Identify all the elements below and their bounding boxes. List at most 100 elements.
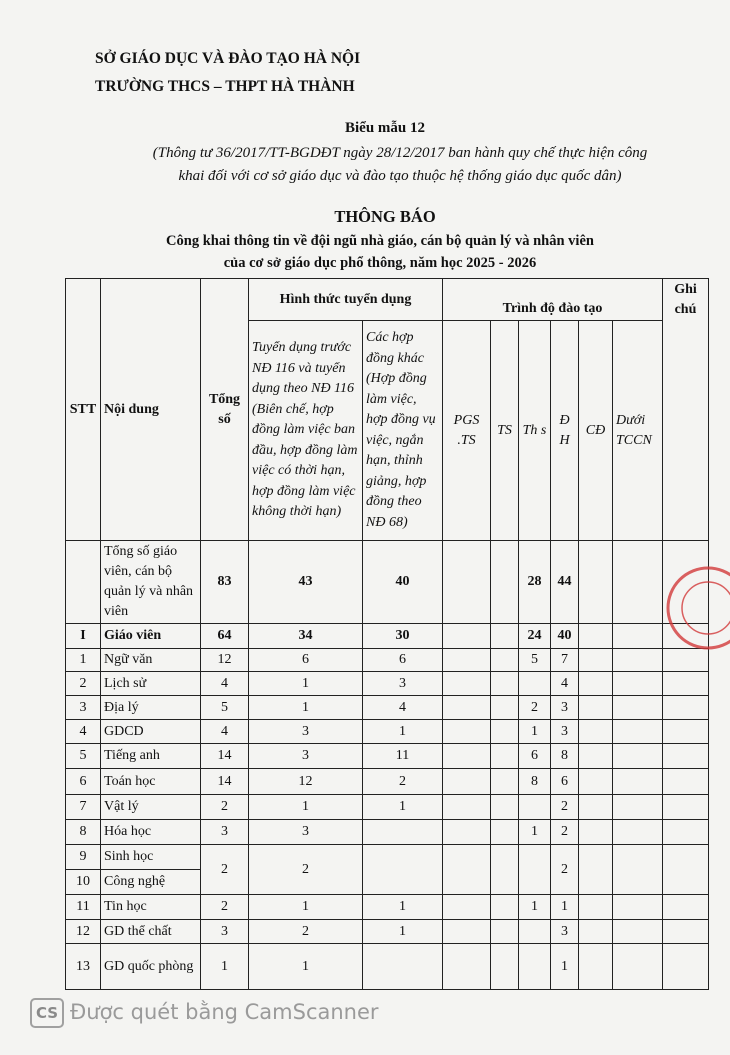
table-cell: 4 (65, 719, 101, 744)
table-cell (612, 743, 663, 769)
table-cell: 8 (518, 768, 551, 795)
header-cell: Trình độ đào tạo (442, 278, 663, 321)
table-cell: 1 (362, 794, 443, 820)
table-cell: Địa lý (100, 695, 201, 720)
table-cell: 11 (65, 894, 101, 920)
table-row: 10 Công nghệ (65, 869, 709, 895)
table-cell: 5 (200, 695, 249, 720)
header-cell: STT (65, 278, 101, 541)
table-cell (578, 648, 613, 672)
table-cell: 64 (200, 623, 249, 649)
table-cell: 3 (550, 919, 579, 944)
table-cell (612, 894, 663, 920)
table-cell (442, 743, 491, 769)
scanner-text: Được quét bằng CamScanner (70, 1000, 379, 1024)
table-cell: 2 (200, 844, 249, 895)
table-cell: 1 (248, 695, 363, 720)
table-cell (578, 794, 613, 820)
table-cell (662, 768, 709, 795)
school: TRƯỜNG THCS – THPT HÀ THÀNH (95, 78, 355, 95)
table-cell: 44 (550, 540, 579, 624)
table-cell: 2 (200, 894, 249, 920)
table-cell: 8 (550, 743, 579, 769)
notice-title: THÔNG BÁO (334, 207, 436, 226)
form-title: Biểu mẫu 12 (344, 120, 425, 136)
table-cell (612, 540, 663, 624)
table-cell: Vật lý (100, 794, 201, 820)
table-cell: Lịch sử (100, 671, 201, 696)
table-cell: 11 (362, 743, 443, 769)
table-cell (442, 919, 491, 944)
table-cell (578, 695, 613, 720)
table-cell: 6 (362, 648, 443, 672)
table-cell: 1 (518, 719, 551, 744)
table-cell: 3 (550, 719, 579, 744)
table-cell: 13 (65, 943, 101, 990)
table-cell (490, 623, 519, 649)
table-cell: 6 (550, 768, 579, 795)
table-cell: 1 (248, 894, 363, 920)
table-cell: Công nghệ (100, 869, 201, 895)
table-cell: 5 (518, 648, 551, 672)
table-cell: 1 (362, 919, 443, 944)
header-cell: Th s (518, 320, 551, 541)
table-cell: 6 (518, 743, 551, 769)
table-cell: 24 (518, 623, 551, 649)
table-cell (612, 719, 663, 744)
table-cell (612, 695, 663, 720)
table-cell (442, 943, 491, 990)
table-cell (662, 894, 709, 920)
form-note: khai đối với cơ sở giáo dục và đào tạo t… (178, 168, 622, 184)
header-cell: Dưới TCCN (612, 320, 663, 541)
table-cell: I (65, 623, 101, 649)
table-cell: 3 (248, 743, 363, 769)
table-cell (490, 671, 519, 696)
table-cell (362, 819, 443, 845)
table-cell: 6 (248, 648, 363, 672)
table-cell: 4 (550, 671, 579, 696)
table-cell (662, 743, 709, 769)
table-cell: Toán học (100, 768, 201, 795)
table-cell: 2 (550, 819, 579, 845)
table-cell (578, 671, 613, 696)
header-cell: PGS .TS (442, 320, 491, 541)
table-cell (442, 844, 491, 895)
form-note: (Thông tư 36/2017/TT-BGDĐT ngày 28/12/20… (152, 145, 648, 161)
table-cell: 1 (248, 943, 363, 990)
table-row: 1 Ngữ văn 12 6 6 5 7 (65, 648, 709, 672)
table-cell (442, 540, 491, 624)
table-row: I Giáo viên 64 34 30 24 40 (65, 623, 709, 649)
table-cell (578, 719, 613, 744)
scanner-logo: CS (30, 998, 64, 1028)
table-cell: 3 (200, 819, 249, 845)
table-cell: 3 (65, 695, 101, 720)
stamp (666, 566, 730, 650)
table-row: 8 Hóa học 3 3 1 2 (65, 819, 709, 845)
table-cell (442, 894, 491, 920)
table-cell: 28 (518, 540, 551, 624)
department: SỞ GIÁO DỤC VÀ ĐÀO TẠO HÀ NỘI (95, 50, 361, 67)
header-cell: CĐ (578, 320, 613, 541)
table-row: 9 Sinh học 2 2 2 (65, 844, 709, 895)
table-cell: 40 (362, 540, 443, 624)
table-cell: Giáo viên (100, 623, 201, 649)
table-cell: 12 (248, 768, 363, 795)
table-cell (578, 943, 613, 990)
table-cell: 4 (200, 719, 249, 744)
table-cell (490, 943, 519, 990)
table-cell (612, 943, 663, 990)
table-cell (490, 768, 519, 795)
table-cell (662, 844, 709, 895)
table-cell: 7 (65, 794, 101, 820)
table-cell (490, 540, 519, 624)
table-cell: GD thể chất (100, 919, 201, 944)
table-cell: 7 (550, 648, 579, 672)
table-cell: 34 (248, 623, 363, 649)
table-cell (490, 648, 519, 672)
table-cell: GD quốc phòng (100, 943, 201, 990)
table-cell (578, 768, 613, 795)
table-cell: 1 (518, 819, 551, 845)
notice-subtitle: Công khai thông tin về đội ngũ nhà giáo,… (166, 233, 594, 249)
table-cell: Ngữ văn (100, 648, 201, 672)
